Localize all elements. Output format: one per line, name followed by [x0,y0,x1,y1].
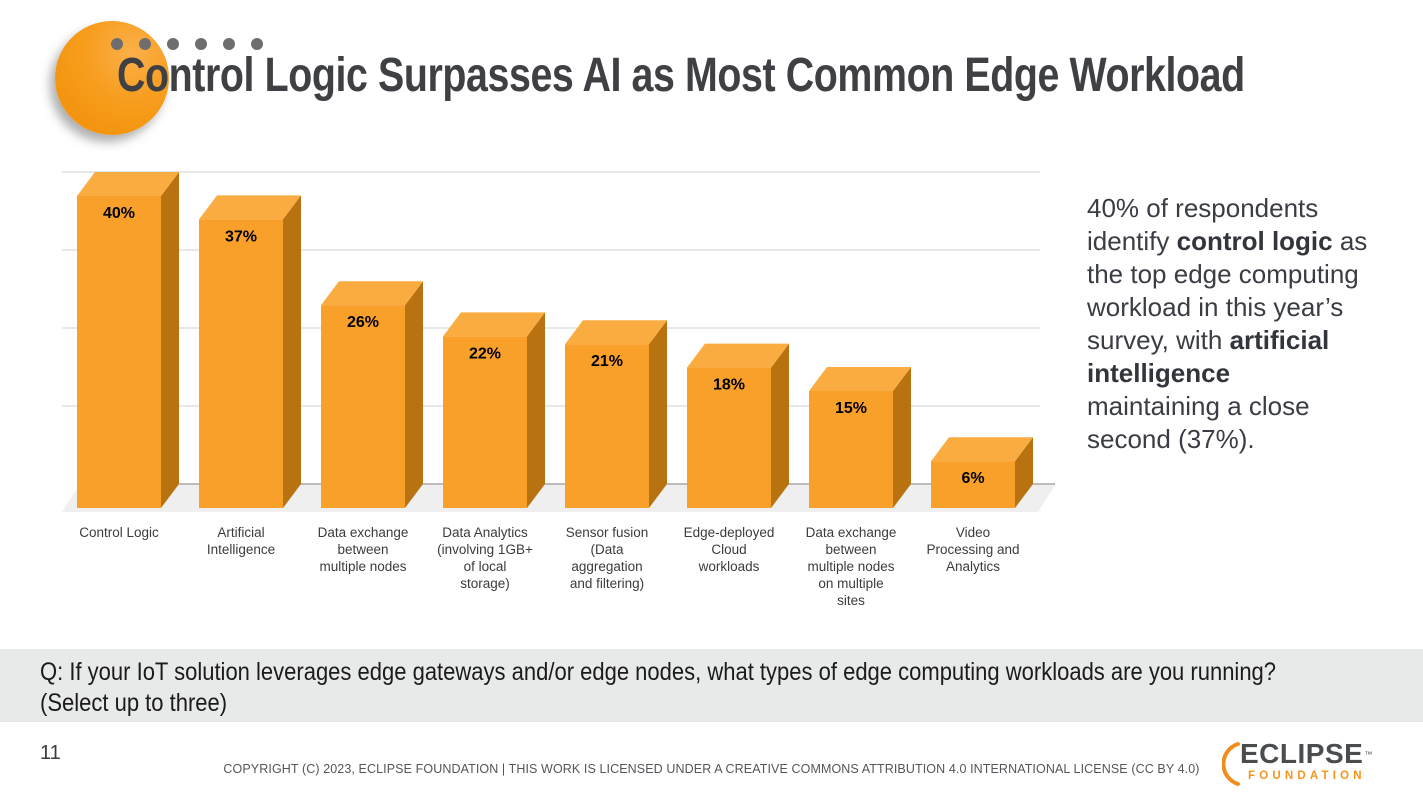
bar-data-exchange-between-multiple-nodes-on-multiple-sites: 15% [809,367,911,508]
dot-decoration [139,38,151,50]
bar-control-logic: 40% [77,172,179,508]
slide-title: Control Logic Surpasses AI as Most Commo… [117,49,1245,102]
eclipse-arc-icon [1222,742,1240,786]
bar-front-face [809,391,893,508]
question-line-2: (Select up to three) [40,689,228,717]
insight-bold-segment: artificial intelligence [1087,325,1330,388]
bar-side-face [649,320,667,508]
bar-video-processing-and-analytics: 6% [931,437,1033,508]
dot-decoration [167,38,179,50]
dot-decoration [223,38,235,50]
trademark-symbol: ™ [1364,750,1373,759]
dot-decoration [195,38,207,50]
category-label-sensor-fusion-data-aggregation-and-filtering: Sensor fusion (Data aggregation and filteri… [565,525,649,591]
dot-decoration [111,38,123,50]
category-label-data-exchange-between-multiple-nodes: Data exchange between multiple nodes [317,525,409,574]
bar-top-face [77,172,179,196]
bar-side-face [161,172,179,508]
category-axis-labels: Control Logic Artificial Intelligence Data … [55,524,1055,634]
bar-top-face [565,320,667,345]
bar-value-label: 18% [713,377,745,394]
category-label-edge-deployed-cloud-workloads: Edge-deployed Cloud workloads [683,525,775,574]
category-label-data-analytics-involving-1gb-of-local-storage: Data Analytics (involving 1GB+ of local sto… [437,525,533,591]
bar-front-face [931,461,1015,508]
copyright-text: COPYRIGHT (C) 2023, ECLIPSE FOUNDATION |… [223,762,1200,776]
bar-side-face [1015,437,1033,508]
question-text: Q: If your IoT solution leverages edge g… [40,657,1395,719]
bar-artificial-intelligence: 37% [199,195,301,508]
bar-front-face [321,305,405,508]
bar-value-label: 15% [835,400,867,417]
bar-data-exchange-between-multiple-nodes: 26% [321,281,423,508]
bar-chart: 40% 37% 26% 22% 21% 18% 15% 6% [55,156,1056,528]
bar-side-face [771,343,789,508]
bar-side-face [893,367,911,508]
insight-segment: as the top edge computing workload in th… [1087,226,1368,355]
insight-segment: maintaining a close second (37%). [1087,391,1310,454]
bar-front-face [199,219,283,508]
bar-top-face [321,281,423,306]
category-label-data-exchange-between-multiple-nodes-on-multiple-sites: Data exchange between multiple nodes on mul… [805,525,897,608]
bar-top-face [443,312,545,337]
bar-front-face [77,196,161,508]
bar-value-label: 21% [591,353,623,370]
bar-side-face [405,281,423,508]
category-label-video-processing-and-analytics: Video Processing and Analytics [926,525,1020,574]
category-label-artificial-intelligence: Artificial Intelligence [206,525,276,557]
bar-side-face [283,195,301,508]
bar-data-analytics-involving-1gb-of-local-storage: 22% [443,312,545,508]
bar-value-label: 40% [103,205,135,222]
bar-front-face [443,336,527,508]
bar-side-face [527,312,545,508]
bar-chart-canvas: 40% 37% 26% 22% 21% 18% 15% 6% [62,171,1056,512]
bar-sensor-fusion-data-aggregation-and-filtering: 21% [565,320,667,508]
bar-edge-deployed-cloud-workloads: 18% [687,343,789,508]
bar-value-label: 26% [347,314,379,331]
logo-brand-word: ECLIPSE [1240,738,1364,769]
bar-front-face [565,344,649,508]
category-label-control-logic: Control Logic [79,525,159,540]
page-number: 11 [40,742,61,764]
bar-top-face [687,343,789,368]
insight-text: 40% of respondents identify control logi… [1087,192,1387,456]
bar-value-label: 6% [961,470,984,487]
chart-floor [62,484,1056,512]
bar-value-label: 37% [225,228,257,245]
question-line-1: Q: If your IoT solution leverages edge g… [40,658,1277,686]
insight-segment: 40% of respondents identify [1087,193,1319,256]
bar-top-face [931,437,1033,462]
logo-text: ECLIPSE™ FOUNDATION [1240,739,1372,783]
bar-front-face [687,367,771,508]
eclipse-foundation-logo: ECLIPSE™ FOUNDATION [1222,739,1372,787]
bar-top-face [199,195,301,220]
bar-top-face [809,367,911,391]
logo-subtitle: FOUNDATION [1248,770,1366,782]
insight-bold-segment: control logic [1176,226,1333,256]
bar-value-label: 22% [469,345,501,362]
logo-brand: ECLIPSE™ [1240,739,1372,769]
question-bar: Q: If your IoT solution leverages edge g… [0,649,1423,722]
dot-decoration [251,38,263,50]
